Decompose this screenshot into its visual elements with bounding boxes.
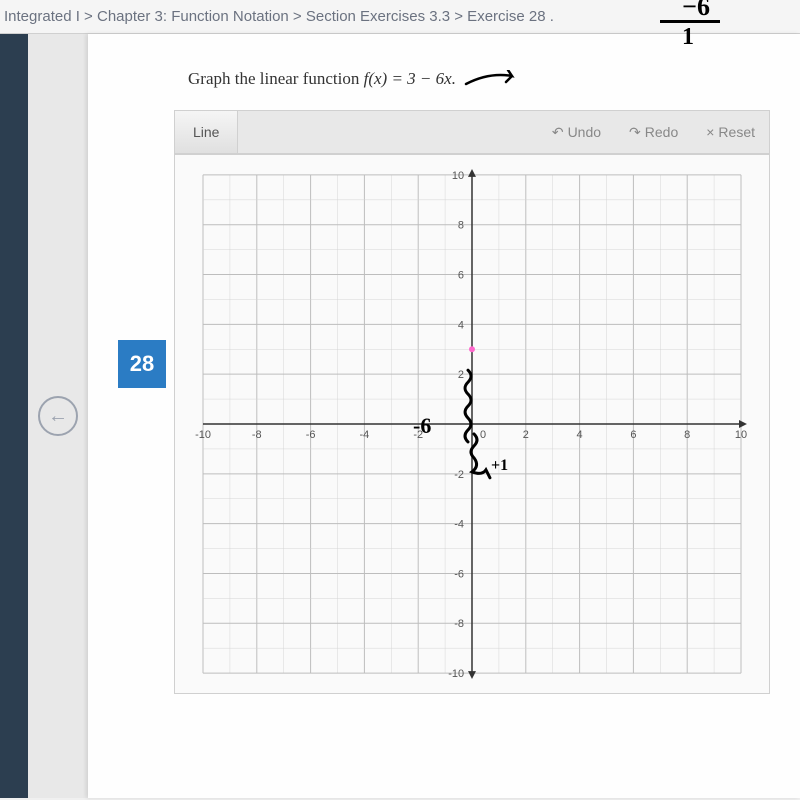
svg-text:-2: -2 <box>413 429 423 441</box>
svg-text:-4: -4 <box>454 519 464 531</box>
svg-text:-6: -6 <box>306 429 316 441</box>
svg-text:0: 0 <box>480 429 486 441</box>
svg-text:-10: -10 <box>195 429 211 441</box>
graph-toolbar: Line ↶ Undo ↷ Redo × Reset <box>174 110 770 154</box>
svg-text:2: 2 <box>458 369 464 381</box>
redo-icon: ↷ <box>629 124 641 141</box>
line-tool-button[interactable]: Line <box>175 111 238 153</box>
svg-text:-4: -4 <box>360 429 370 441</box>
svg-text:-6: -6 <box>454 569 464 581</box>
graph-block: Line ↶ Undo ↷ Redo × Reset <box>174 110 770 694</box>
svg-text:8: 8 <box>458 220 464 232</box>
svg-text:10: 10 <box>452 170 464 182</box>
svg-text:6: 6 <box>458 270 464 282</box>
svg-text:10: 10 <box>735 429 747 441</box>
svg-text:4: 4 <box>458 319 464 331</box>
breadcrumb: Integrated I > Chapter 3: Function Notat… <box>0 0 800 34</box>
close-icon: × <box>706 124 714 140</box>
arrow-left-icon: ← <box>48 405 68 428</box>
svg-text:8: 8 <box>684 429 690 441</box>
graph-canvas[interactable]: -10-8-6-4-20246810-10-8-6-4-2246810 -6 +… <box>174 154 770 694</box>
svg-text:-8: -8 <box>252 429 262 441</box>
svg-text:-2: -2 <box>454 469 464 481</box>
back-button[interactable]: ← <box>38 396 78 436</box>
svg-text:-10: -10 <box>448 668 464 680</box>
instruction-text: Graph the linear function f(x) = 3 − 6x. <box>188 69 770 90</box>
reset-button[interactable]: × Reset <box>692 124 769 140</box>
content-area: ← −6 1 Graph the linear function f(x) = … <box>0 34 800 798</box>
exercise-number-badge: 28 <box>118 340 166 388</box>
svg-text:2: 2 <box>523 429 529 441</box>
svg-text:-8: -8 <box>454 618 464 630</box>
redo-button[interactable]: ↷ Redo <box>615 124 692 141</box>
left-dark-strip <box>0 34 28 798</box>
coordinate-grid: -10 -8 -6 -4 -2 0 2 4 6 8 10 -10 -8 -6 -4 -2 2 4 6 8 10 <box>175 155 769 693</box>
undo-icon: ↶ <box>552 124 564 141</box>
svg-text:4: 4 <box>577 429 583 441</box>
svg-text:6: 6 <box>630 429 636 441</box>
page-gutter: ← <box>28 34 88 798</box>
main-panel: −6 1 Graph the linear function f(x) = 3 … <box>88 34 800 798</box>
handwritten-arrow-icon <box>464 70 524 90</box>
undo-button[interactable]: ↶ Undo <box>538 124 615 141</box>
